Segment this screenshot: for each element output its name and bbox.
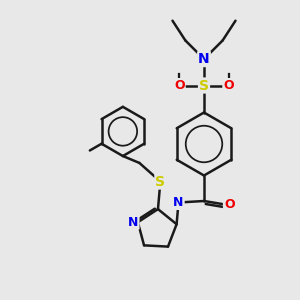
Text: O: O — [223, 79, 234, 92]
Text: S: S — [155, 175, 165, 188]
Text: O: O — [224, 198, 235, 211]
Text: N: N — [198, 52, 210, 66]
Text: N: N — [173, 196, 184, 209]
Text: N: N — [128, 216, 139, 229]
Text: S: S — [199, 79, 209, 92]
Text: O: O — [174, 79, 185, 92]
